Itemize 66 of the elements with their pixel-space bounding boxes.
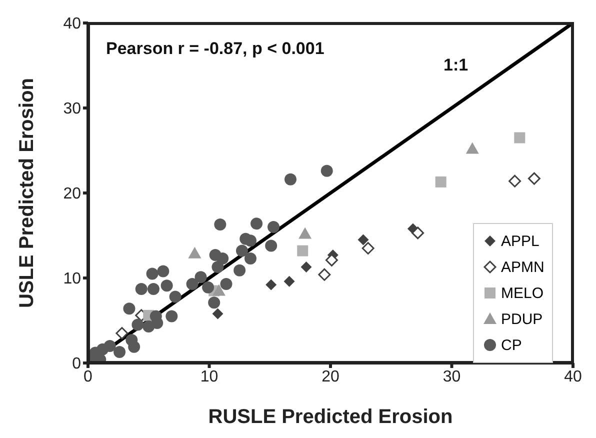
- point: [362, 242, 374, 254]
- point: [157, 265, 170, 278]
- point: [202, 281, 214, 294]
- point: [514, 132, 526, 144]
- point: [166, 310, 178, 322]
- y-tick-label: 10: [63, 270, 82, 288]
- point: [298, 227, 312, 239]
- point: [320, 164, 333, 177]
- series-label: 1:1: [443, 55, 468, 74]
- point: [528, 172, 540, 185]
- point: [123, 302, 136, 315]
- point: [160, 280, 173, 292]
- point: [234, 264, 246, 276]
- point: [216, 252, 229, 264]
- point: [284, 276, 295, 287]
- point: [466, 142, 479, 154]
- y-tick-label: 20: [63, 186, 82, 203]
- legend-label: MELO: [501, 284, 544, 302]
- point: [208, 296, 220, 309]
- x-axis-title: RUSLE Predicted Erosion: [208, 406, 453, 428]
- point: [240, 232, 252, 245]
- legend-label: APMN: [501, 258, 544, 276]
- point: [268, 221, 280, 233]
- legend-label: CP: [501, 336, 522, 354]
- point: [300, 261, 312, 272]
- point: [114, 346, 126, 358]
- legend-label: PDUP: [501, 310, 543, 328]
- x-tick-label: 40: [564, 368, 582, 386]
- point: [188, 246, 202, 258]
- point: [194, 271, 207, 284]
- point: [147, 283, 160, 296]
- y-tick-label: 30: [63, 100, 82, 118]
- point: [250, 218, 263, 230]
- point: [297, 245, 308, 256]
- point: [212, 260, 224, 273]
- point: [220, 278, 232, 290]
- point: [186, 278, 198, 290]
- point: [508, 174, 522, 188]
- x-tick-label: 10: [200, 368, 218, 386]
- point: [358, 234, 369, 246]
- point: [412, 226, 424, 240]
- point: [146, 268, 158, 280]
- point: [236, 244, 248, 257]
- point: [169, 290, 182, 303]
- point: [212, 284, 226, 296]
- point: [135, 283, 148, 296]
- point: [266, 279, 277, 290]
- point: [244, 252, 256, 264]
- y-axis-title: USLE Predicted Erosion: [16, 78, 38, 308]
- point: [214, 218, 226, 230]
- y-tick-label: 0: [72, 356, 82, 373]
- x-tick-label: 30: [442, 368, 461, 386]
- point: [116, 327, 128, 340]
- point: [435, 176, 446, 188]
- x-tick-label: 20: [322, 368, 340, 386]
- annotation: Pearson r = -0.87, p < 0.001: [106, 39, 324, 59]
- point: [265, 240, 278, 252]
- x-tick-label: 0: [84, 368, 93, 386]
- legend-label: APPL: [501, 232, 540, 250]
- point: [212, 308, 224, 320]
- point: [128, 340, 140, 353]
- point: [142, 320, 155, 332]
- y-tick-label: 40: [63, 16, 82, 33]
- point: [132, 318, 144, 331]
- point: [284, 173, 296, 186]
- point: [318, 268, 331, 281]
